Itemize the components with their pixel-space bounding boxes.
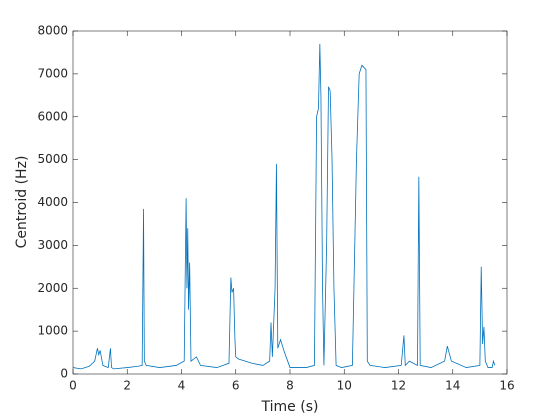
plot-area — [73, 31, 507, 374]
data-line — [72, 43, 496, 370]
y-tick-label: 1000 — [37, 324, 68, 338]
x-tick-label: 2 — [123, 379, 131, 393]
x-tick-label: 8 — [286, 379, 294, 393]
x-tick-label: 0 — [69, 379, 77, 393]
x-tick-label: 12 — [391, 379, 406, 393]
y-axis-label: Centroid (Hz) — [14, 156, 30, 249]
x-tick-label: 16 — [499, 379, 514, 393]
y-tick-label: 5000 — [37, 152, 68, 166]
y-tick-label: 6000 — [37, 109, 68, 123]
x-axis-label: Time (s) — [261, 399, 319, 415]
y-tick-label: 8000 — [37, 24, 68, 38]
y-tick-label: 2000 — [37, 281, 68, 295]
y-tick-label: 3000 — [37, 238, 68, 252]
x-tick-label: 10 — [337, 379, 352, 393]
y-tick-label: 4000 — [37, 195, 68, 209]
axes-box — [72, 30, 508, 375]
x-tick-label: 6 — [232, 379, 240, 393]
y-tick-label: 7000 — [37, 66, 68, 80]
y-tick-label: 0 — [60, 367, 68, 381]
x-tick-label: 4 — [178, 379, 186, 393]
x-tick-label: 14 — [445, 379, 460, 393]
